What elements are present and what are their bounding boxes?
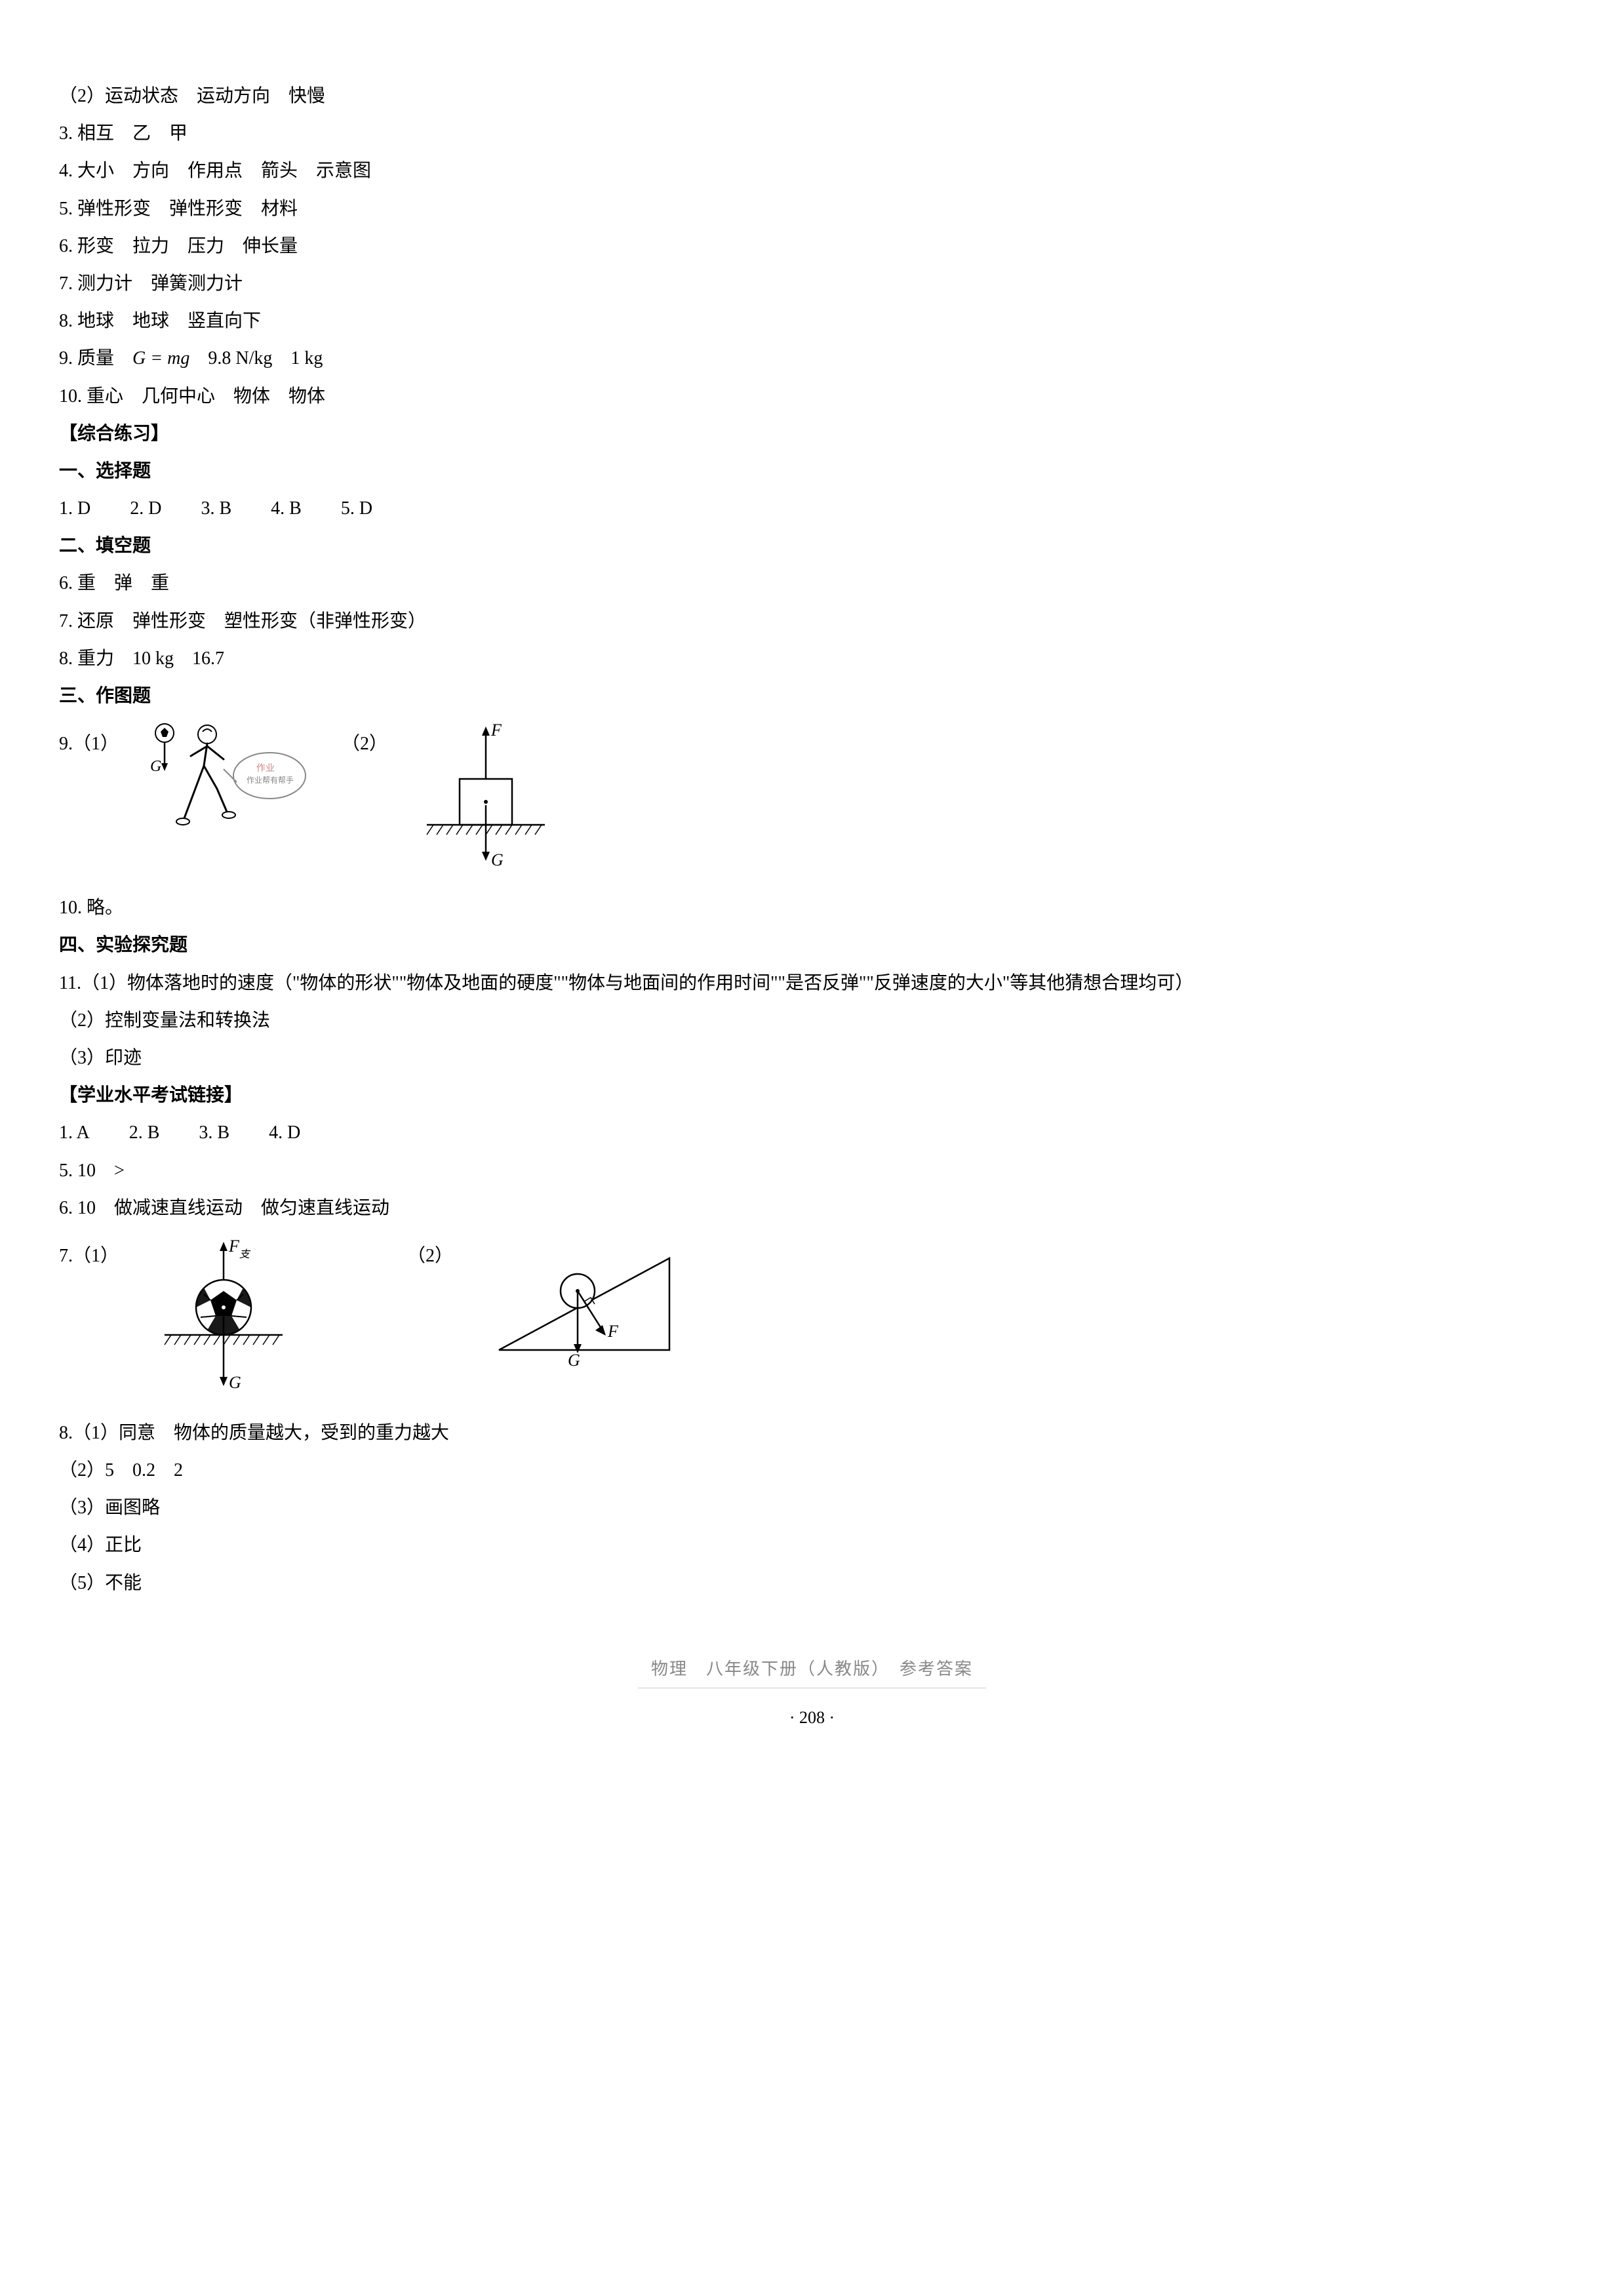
section-header: 二、填空题 <box>59 528 1565 563</box>
figure-label: （2） <box>407 1232 453 1273</box>
mc-answer: 4. B <box>271 491 302 526</box>
text-line: 6. 形变 拉力 压力 伸长量 <box>59 229 1565 264</box>
text-line: 10. 略。 <box>59 890 1565 925</box>
figure-9-1: G 作业 作业帮有帮手 <box>145 720 315 851</box>
svg-text:作业: 作业 <box>256 763 275 774</box>
figure-label: （2） <box>342 720 387 761</box>
text-line: 8. 地球 地球 竖直向下 <box>59 304 1565 338</box>
figure-9-2: F G <box>414 720 558 877</box>
text-line: 4. 大小 方向 作用点 箭头 示意图 <box>59 153 1565 188</box>
mc-answer: 3. B <box>201 491 231 526</box>
figure-row-9: 9.（1） G 作业 作业帮有帮手 （2） F <box>59 720 1565 877</box>
label-G: G <box>568 1351 580 1370</box>
mc-answer: 1. A <box>59 1115 90 1150</box>
footer-text: 物理 八年级下册（人教版） 参考答案 <box>638 1653 986 1688</box>
label-G: G <box>491 850 504 869</box>
figure-7-1: F支 G <box>145 1232 302 1402</box>
page-footer: 物理 八年级下册（人教版） 参考答案 <box>59 1653 1565 1688</box>
mc-answer: 2. D <box>130 491 161 526</box>
label-G: G <box>229 1373 241 1392</box>
mc-answer: 3. B <box>199 1115 229 1150</box>
label-F: F <box>607 1322 619 1341</box>
text-line: 7. 测力计 弹簧测力计 <box>59 266 1565 301</box>
figure-7-2: G F <box>479 1232 689 1376</box>
page-number: · 208 · <box>59 1701 1565 1734</box>
text-line: （4）正比 <box>59 1528 1565 1562</box>
figure-label: 9.（1） <box>59 720 119 761</box>
section-header: 【学业水平考试链接】 <box>59 1078 1565 1113</box>
section-header: 一、选择题 <box>59 454 1565 488</box>
section-header: 四、实验探究题 <box>59 928 1565 963</box>
label-F: F <box>490 721 502 740</box>
text-line: （3）印迹 <box>59 1041 1565 1075</box>
text-line: 3. 相互 乙 甲 <box>59 116 1565 151</box>
mc-answer: 4. D <box>269 1115 300 1150</box>
text-span: 9.8 N/kg 1 kg <box>189 348 323 368</box>
figure-row-7: 7.（1） F支 G （2） <box>59 1232 1565 1402</box>
mc-answer: 2. B <box>129 1115 160 1150</box>
section-header: 三、作图题 <box>59 679 1565 713</box>
mc-answer: 5. D <box>341 491 372 526</box>
text-line: （2）5 0.2 2 <box>59 1453 1565 1488</box>
text-line: 6. 重 弹 重 <box>59 566 1565 601</box>
text-line: （2）运动状态 运动方向 快慢 <box>59 79 1565 113</box>
text-line: 8.（1）同意 物体的质量越大，受到的重力越大 <box>59 1416 1565 1450</box>
svg-text:作业帮有帮手: 作业帮有帮手 <box>247 776 294 785</box>
mc-answer: 1. D <box>59 491 90 526</box>
text-line: 5. 弹性形变 弹性形变 材料 <box>59 191 1565 226</box>
label-G: G <box>150 758 161 775</box>
mc-answers: 1. A 2. B 3. B 4. D <box>59 1115 1565 1150</box>
formula: G = mg <box>132 348 189 368</box>
section-header: 【综合练习】 <box>59 416 1565 451</box>
figure-label: 7.（1） <box>59 1232 119 1273</box>
text-line: 10. 重心 几何中心 物体 物体 <box>59 379 1565 414</box>
text-line: （3）画图略 <box>59 1490 1565 1525</box>
mc-answers: 1. D 2. D 3. B 4. B 5. D <box>59 491 1565 526</box>
text-line: （5）不能 <box>59 1566 1565 1600</box>
text-line: （2）控制变量法和转换法 <box>59 1003 1565 1038</box>
text-line: 6. 10 做减速直线运动 做匀速直线运动 <box>59 1191 1565 1225</box>
text-line: 11.（1）物体落地时的速度（"物体的形状""物体及地面的硬度""物体与地面间的… <box>59 966 1565 1001</box>
text-line: 5. 10 > <box>59 1153 1565 1188</box>
text-line: 9. 质量 G = mg 9.8 N/kg 1 kg <box>59 341 1565 376</box>
text-span: 9. 质量 <box>59 348 132 368</box>
label-F-support: F支 <box>228 1237 251 1260</box>
text-line: 8. 重力 10 kg 16.7 <box>59 641 1565 676</box>
text-line: 7. 还原 弹性形变 塑性形变（非弹性形变） <box>59 604 1565 639</box>
